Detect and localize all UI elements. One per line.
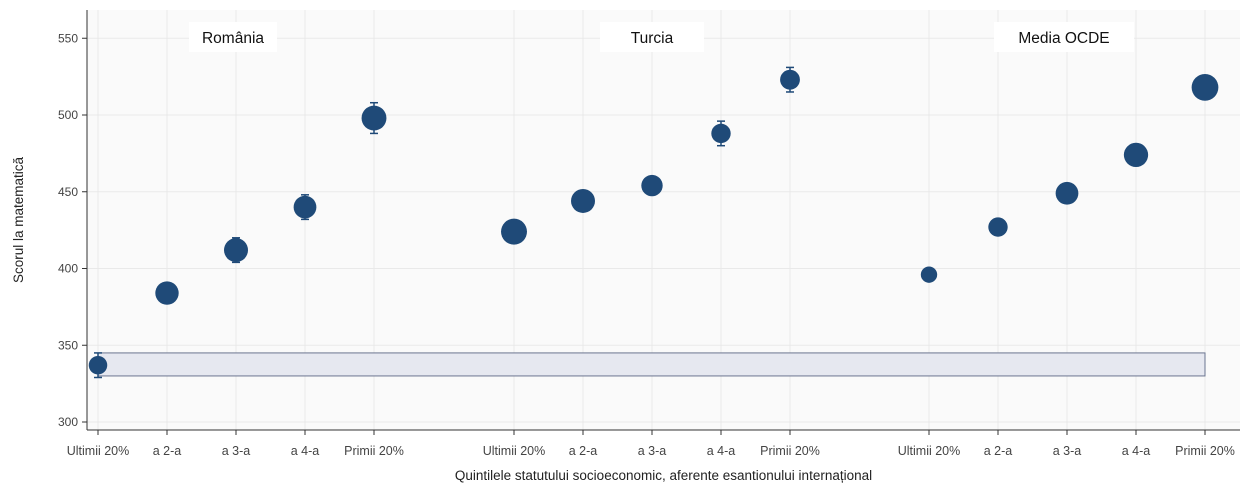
y-tick-label: 450 [58, 185, 78, 199]
group-label: Media OCDE [1018, 30, 1109, 47]
x-tick-label: Ultimii 20% [483, 444, 546, 458]
y-tick-label: 300 [58, 415, 78, 429]
y-tick-label: 350 [58, 338, 78, 352]
data-point [361, 105, 387, 131]
data-point [641, 174, 663, 197]
data-point [293, 195, 317, 219]
x-tick-label: Primii 20% [344, 444, 404, 458]
group-labels: România Turcia Media OCDE [189, 22, 1134, 52]
x-tick-label: a 4-a [1122, 444, 1151, 458]
data-point [1191, 73, 1219, 101]
x-tick-label: Ultimii 20% [67, 444, 130, 458]
group-label: România [202, 30, 264, 47]
group-label-box [600, 22, 704, 52]
data-point [501, 218, 527, 245]
x-tick-label: Primii 20% [1175, 444, 1235, 458]
x-tick-label: a 3-a [222, 444, 251, 458]
data-point [88, 355, 108, 375]
group-label-box [994, 22, 1134, 52]
x-tick-label: Ultimii 20% [898, 444, 961, 458]
x-tick-label: Primii 20% [760, 444, 820, 458]
group-label: Turcia [631, 30, 674, 47]
x-tick-label: a 2-a [153, 444, 182, 458]
y-tick-label: 500 [58, 108, 78, 122]
axes: 300 350 400 450 500 550 Ultimii 20% a 2-a a 3-a a… [58, 10, 1240, 458]
data-point [988, 217, 1008, 237]
data-point [1055, 181, 1079, 205]
group-label-box [189, 22, 277, 52]
x-tick-label: a 3-a [1053, 444, 1082, 458]
y-axis-title: Scorul la matematică [11, 156, 26, 283]
data-point [571, 188, 595, 213]
x-tick-label: a 4-a [707, 444, 736, 458]
y-tick-label: 400 [58, 262, 78, 276]
x-tick-label: a 3-a [638, 444, 667, 458]
data-point [711, 123, 731, 144]
data-point [1123, 142, 1149, 168]
x-tick-label: a 2-a [569, 444, 598, 458]
x-tick-label: a 4-a [291, 444, 320, 458]
data-point [920, 266, 938, 283]
data-point [224, 238, 248, 263]
data-markers [88, 66, 1219, 379]
highlight-band [97, 352, 1206, 377]
data-point [155, 281, 179, 305]
x-axis-title: Quintilele statutului socioeconomic, afe… [455, 468, 872, 483]
data-point [780, 69, 800, 90]
x-tick-label: a 2-a [984, 444, 1013, 458]
y-tick-label: 550 [58, 31, 78, 45]
